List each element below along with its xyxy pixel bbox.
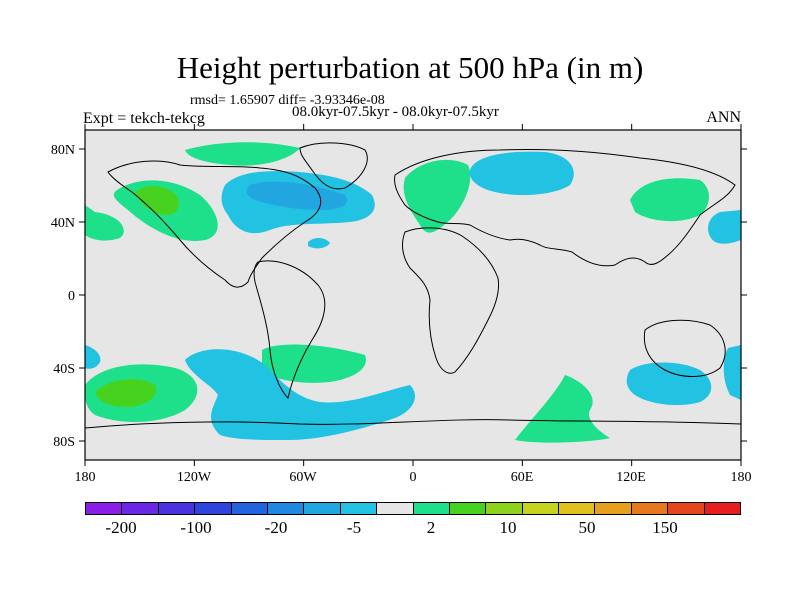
- season-label: ANN: [706, 109, 741, 126]
- colorbar-swatch: [195, 503, 232, 514]
- positive-anomaly-europe: [403, 159, 471, 233]
- colorbar-label: 10: [499, 518, 517, 537]
- colorbar-swatch: [449, 503, 487, 514]
- y-axis-ticks: [79, 148, 747, 442]
- stats-line: rmsd= 1.65907 diff= -3.93346e-08: [190, 93, 385, 108]
- colorbar-swatch: [595, 503, 632, 514]
- negative-anomaly-west-edge-south: [85, 345, 101, 369]
- colorbar-label: -20: [264, 518, 288, 537]
- positive-anomaly-greenland: [185, 142, 300, 166]
- colorbar-label: 2: [426, 518, 436, 537]
- colorbar-swatch: [668, 503, 705, 514]
- negative-anomaly-indian-ocean: [626, 362, 712, 406]
- x-tick-label: 60E: [511, 470, 534, 485]
- colorbar-swatch: [522, 503, 560, 514]
- colorbar: [85, 502, 741, 515]
- colorbar-swatch: [631, 503, 669, 514]
- x-tick-label: 120E: [616, 470, 646, 485]
- negative-anomaly-south-pacific-band: [185, 349, 415, 440]
- plot-title: Height perturbation at 500 hPa (in m): [176, 50, 644, 85]
- x-tick-label: 120W: [177, 470, 212, 485]
- period-line: 08.0kyr-07.5kyr - 08.0kyr-07.5kyr: [292, 104, 499, 120]
- contour-fields: [85, 142, 741, 443]
- experiment-label: Expt = tekch-tekcg: [83, 110, 205, 127]
- colorbar-swatch: [267, 503, 305, 514]
- colorbar-swatch: [559, 503, 596, 514]
- colorbar-label: -5: [346, 518, 362, 537]
- y-tick-label: 80S: [53, 435, 75, 450]
- negative-anomaly-dateline-south: [723, 345, 741, 400]
- coast-africa: [402, 227, 499, 374]
- positive-anomaly-southern-indian: [515, 375, 610, 443]
- coast-north-america: [107, 160, 322, 288]
- strong-positive-core-south-pacific: [95, 379, 157, 408]
- colorbar-label: -100: [180, 518, 212, 537]
- coast-greenland: [299, 142, 368, 190]
- colorbar-swatch: [340, 503, 378, 514]
- colorbar-swatch: [231, 503, 268, 514]
- positive-anomaly-east-asia: [630, 178, 709, 222]
- x-tick-label: 60W: [289, 470, 317, 485]
- x-tick-label: 0: [410, 470, 417, 485]
- coast-antarctica: [85, 419, 741, 429]
- x-tick-label: 180: [731, 470, 752, 485]
- positive-anomaly-west-pacific: [85, 205, 124, 241]
- colorbar-label: 150: [652, 518, 678, 537]
- strong-negative-core-north-america: [246, 181, 348, 210]
- x-axis-ticks: [84, 124, 742, 466]
- colorbar-swatch: [413, 503, 450, 514]
- y-tick-label: 80N: [51, 143, 75, 158]
- x-tick-label: 180: [75, 470, 96, 485]
- positive-anomaly-south-atlantic: [262, 344, 366, 383]
- y-tick-label: 40S: [53, 362, 75, 377]
- negative-anomaly-north-west-pacific-edge: [708, 210, 741, 244]
- y-tick-label: 0: [68, 289, 75, 304]
- colorbar-swatch: [304, 503, 341, 514]
- negative-anomaly-siberia: [469, 151, 574, 196]
- strong-positive-core-north-pacific: [135, 186, 179, 216]
- coast-australia: [643, 319, 726, 377]
- negative-anomaly-atlantic-small: [308, 237, 330, 249]
- colorbar-label: 50: [578, 518, 596, 537]
- y-tick-label: 40N: [51, 216, 75, 231]
- colorbar-swatch: [377, 503, 414, 514]
- colorbar-swatch: [158, 503, 196, 514]
- colorbar-swatch: [704, 503, 741, 514]
- coast-eurasia: [394, 148, 736, 267]
- coast-south-america: [253, 260, 326, 399]
- colorbar-swatch: [122, 503, 159, 514]
- colorbar-label: -200: [105, 518, 137, 537]
- coastlines: [85, 142, 741, 429]
- colorbar-swatch: [86, 503, 123, 514]
- colorbar-swatch: [486, 503, 523, 514]
